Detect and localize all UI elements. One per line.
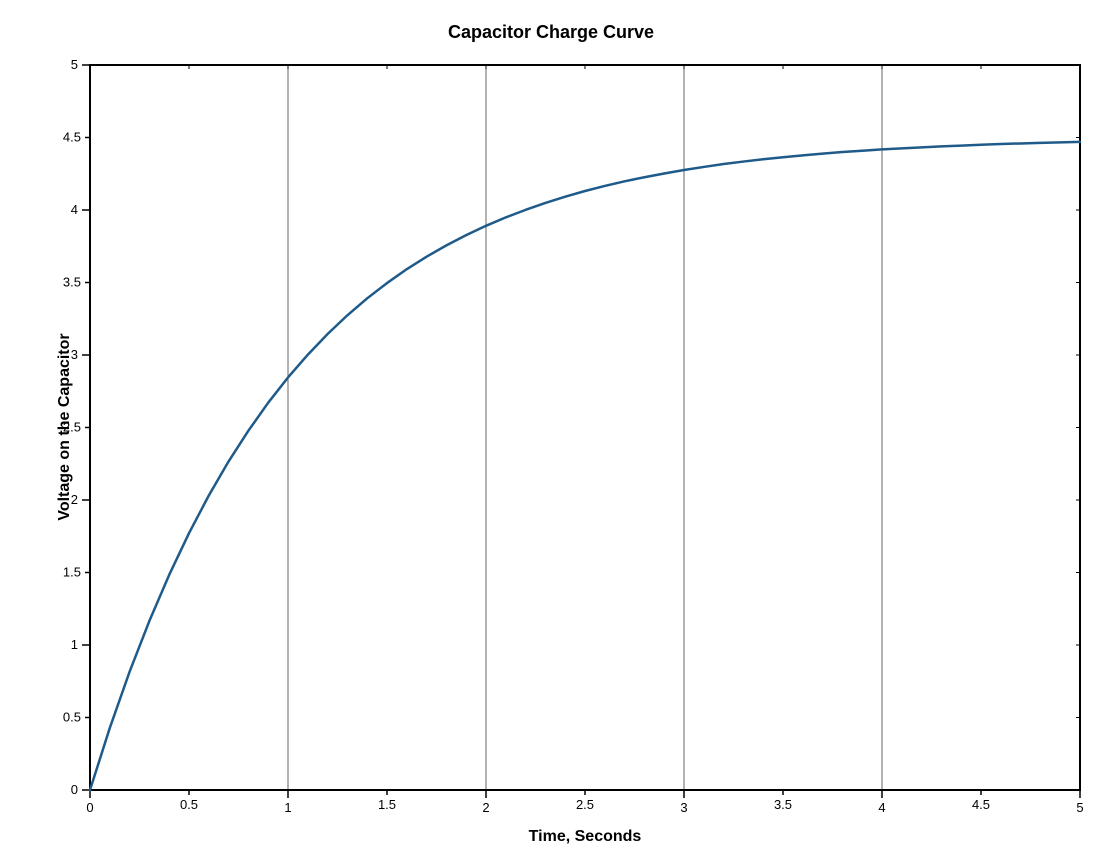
- y-tick-label: 0.5: [63, 710, 81, 725]
- y-tick-label: 4.5: [63, 130, 81, 145]
- x-tick-label: 2.5: [576, 797, 594, 812]
- y-tick-label: 3.5: [63, 275, 81, 290]
- y-tick-label: 2: [71, 492, 78, 507]
- x-tick-label: 4.5: [972, 797, 990, 812]
- x-tick-label: 3.5: [774, 797, 792, 812]
- y-tick-label: 4: [71, 202, 78, 217]
- y-tick-label: 1.5: [63, 565, 81, 580]
- x-tick-label: 1: [284, 800, 291, 815]
- x-tick-label: 2: [482, 800, 489, 815]
- y-tick-label: 5: [71, 57, 78, 72]
- y-tick-label: 3: [71, 347, 78, 362]
- y-tick-label: 1: [71, 637, 78, 652]
- x-tick-label: 5: [1076, 800, 1083, 815]
- y-tick-label: 0: [71, 782, 78, 797]
- x-tick-label: 4: [878, 800, 885, 815]
- x-tick-label: 1.5: [378, 797, 396, 812]
- chart-container: Capacitor Charge Curve Voltage on the Ca…: [0, 0, 1102, 868]
- x-tick-label: 0: [86, 800, 93, 815]
- y-tick-label: 2.5: [63, 420, 81, 435]
- chart-plot: 0 0.5 1 1.5 2 2.5 3 3.5 4 4.5 5 0 0.5 1 1.5 2 2.5 3 3.5 4 4.…: [0, 0, 1102, 868]
- x-tick-label: 0.5: [180, 797, 198, 812]
- x-tick-label: 3: [680, 800, 687, 815]
